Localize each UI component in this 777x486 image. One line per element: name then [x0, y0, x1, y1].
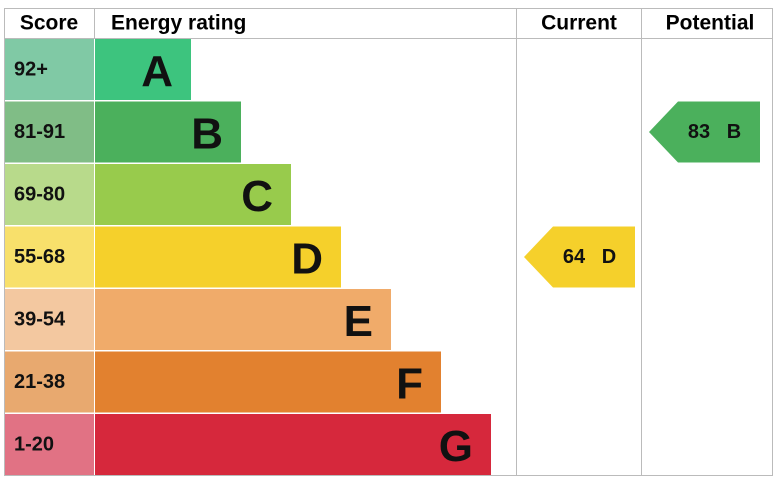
score-cell [5, 289, 94, 350]
rating-bar [95, 164, 291, 225]
rating-letter: C [241, 172, 273, 221]
score-cell [5, 414, 94, 475]
arrow-value: 83 [688, 121, 710, 143]
score-cell [5, 351, 94, 413]
rating-letter: F [396, 360, 423, 409]
arrow-letter: D [602, 246, 616, 268]
header: Current [541, 12, 617, 35]
header: Score [20, 12, 78, 35]
score-label: 92+ [14, 59, 48, 81]
score-cell [5, 39, 94, 100]
rating-letter: D [291, 235, 323, 284]
score-label: 81-91 [14, 121, 65, 143]
rating-bar [95, 226, 341, 288]
rating-arrow [649, 101, 760, 163]
rating-arrow [524, 226, 635, 288]
arrow-value: 64 [563, 246, 586, 268]
rating-bar [95, 101, 241, 163]
score-label: 69-80 [14, 184, 65, 206]
rating-bar [95, 289, 391, 350]
score-label: 55-68 [14, 246, 65, 268]
rating-bar [95, 414, 491, 475]
score-label: 39-54 [14, 309, 66, 331]
arrow-letter: B [727, 121, 741, 143]
header: Energy rating [111, 12, 246, 35]
rating-letter: G [439, 422, 473, 471]
rating-bar [95, 351, 441, 413]
rating-letter: E [344, 297, 373, 346]
rating-bar [95, 39, 191, 100]
score-cell [5, 164, 94, 225]
header: Potential [666, 12, 755, 35]
score-cell [5, 226, 94, 288]
score-cell [5, 101, 94, 163]
score-label: 21-38 [14, 371, 65, 393]
frame [4, 8, 773, 476]
score-label: 1-20 [14, 434, 54, 456]
rating-letter: B [191, 110, 223, 159]
rating-letter: A [141, 47, 173, 96]
